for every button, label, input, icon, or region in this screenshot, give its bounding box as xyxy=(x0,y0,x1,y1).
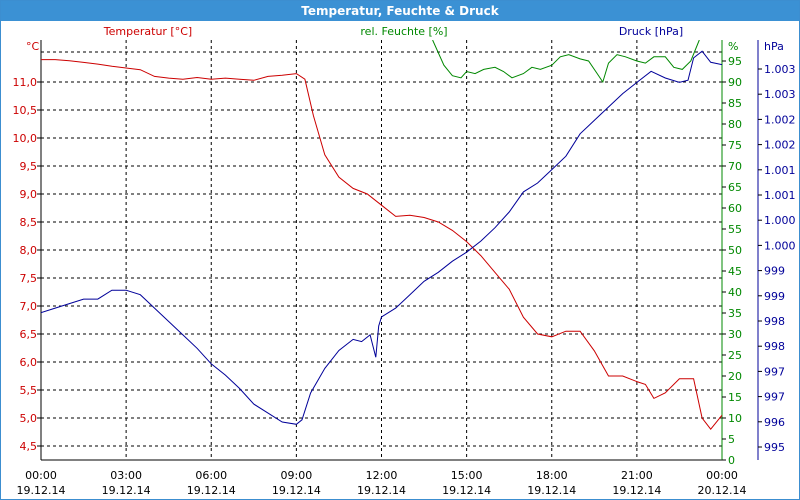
humidity-tick-label: 90 xyxy=(728,76,742,89)
humidity-tick-label: 75 xyxy=(728,139,742,152)
temperature-tick-label: 9,0 xyxy=(20,188,38,201)
x-tick-time: 15:00 xyxy=(451,469,483,482)
humidity-tick-label: 95 xyxy=(728,55,742,68)
humidity-series-label: rel. Feuchte [%] xyxy=(360,25,447,38)
humidity-unit: % xyxy=(728,40,738,53)
humidity-tick-label: 65 xyxy=(728,181,742,194)
pressure-unit: hPa xyxy=(764,40,784,53)
x-tick-time: 21:00 xyxy=(621,469,653,482)
pressure-series-label: Druck [hPa] xyxy=(619,25,683,38)
x-tick-date: 19.12.14 xyxy=(102,484,151,497)
pressure-tick-label: 996 xyxy=(764,416,785,429)
x-tick-time: 18:00 xyxy=(536,469,568,482)
temperature-tick-label: 6,5 xyxy=(20,328,38,341)
x-tick-time: 12:00 xyxy=(366,469,398,482)
axes xyxy=(37,40,762,461)
pressure-tick-label: 1.002 xyxy=(764,113,796,126)
pressure-tick-label: 997 xyxy=(764,365,785,378)
chart-title: Temperatur, Feuchte & Druck xyxy=(301,4,499,18)
temperature-tick-label: 5,0 xyxy=(20,412,38,425)
humidity-tick-label: 35 xyxy=(728,307,742,320)
series-line-pressure xyxy=(41,50,722,425)
humidity-tick-label: 60 xyxy=(728,202,742,215)
humidity-tick-label: 30 xyxy=(728,328,742,341)
series-lines xyxy=(41,40,722,431)
humidity-tick-label: 5 xyxy=(728,433,735,446)
x-tick-time: 06:00 xyxy=(195,469,227,482)
x-tick-date: 19.12.14 xyxy=(187,484,236,497)
axis-labels: 00:00 19.12.14 03:00 19.12.14 06:00 19.12.14 0… xyxy=(13,25,796,497)
temperature-tick-label: 5,5 xyxy=(20,384,38,397)
temperature-tick-label: 7,5 xyxy=(20,272,38,285)
pressure-tick-label: 998 xyxy=(764,340,785,353)
pressure-tick-label: 999 xyxy=(764,290,785,303)
title-bar: Temperatur, Feuchte & Druck xyxy=(1,1,799,21)
temperature-tick-label: 10,0 xyxy=(13,132,38,145)
temperature-tick-label: 11,0 xyxy=(13,76,38,89)
x-tick-date: 19.12.14 xyxy=(272,484,321,497)
pressure-tick-label: 1.001 xyxy=(764,164,796,177)
temperature-tick-label: 6,0 xyxy=(20,356,38,369)
pressure-tick-label: 999 xyxy=(764,265,785,278)
humidity-tick-label: 50 xyxy=(728,244,742,257)
temperature-tick-label: 7,0 xyxy=(20,300,38,313)
x-tick-date: 20.12.14 xyxy=(698,484,747,497)
humidity-tick-label: 0 xyxy=(728,454,735,467)
pressure-tick-label: 1.002 xyxy=(764,139,796,152)
x-tick-time: 03:00 xyxy=(110,469,142,482)
humidity-tick-label: 55 xyxy=(728,223,742,236)
humidity-tick-label: 70 xyxy=(728,160,742,173)
temperature-series-label: Temperatur [°C] xyxy=(103,25,192,38)
humidity-tick-label: 45 xyxy=(728,265,742,278)
humidity-tick-label: 80 xyxy=(728,118,742,131)
humidity-tick-label: 85 xyxy=(728,97,742,110)
pressure-tick-label: 1.001 xyxy=(764,189,796,202)
x-tick-date: 19.12.14 xyxy=(612,484,661,497)
humidity-tick-label: 15 xyxy=(728,391,742,404)
temperature-tick-label: 10,5 xyxy=(13,104,38,117)
x-tick-date: 19.12.14 xyxy=(357,484,406,497)
pressure-tick-label: 997 xyxy=(764,391,785,404)
series-line-humidity xyxy=(432,40,700,84)
pressure-tick-label: 1.000 xyxy=(764,214,796,227)
temperature-tick-label: 4,5 xyxy=(20,440,38,453)
x-tick-time: 00:00 xyxy=(706,469,738,482)
x-tick-time: 09:00 xyxy=(281,469,313,482)
temperature-tick-label: 9,5 xyxy=(20,160,38,173)
x-tick-date: 19.12.14 xyxy=(527,484,576,497)
humidity-tick-label: 10 xyxy=(728,412,742,425)
pressure-tick-label: 995 xyxy=(764,441,785,454)
pressure-tick-label: 1.003 xyxy=(764,63,796,76)
series-line-temperature xyxy=(41,59,722,431)
pressure-tick-label: 1.003 xyxy=(764,88,796,101)
temperature-tick-label: 8,5 xyxy=(20,216,38,229)
humidity-tick-label: 20 xyxy=(728,370,742,383)
humidity-tick-label: 40 xyxy=(728,286,742,299)
humidity-tick-label: 25 xyxy=(728,349,742,362)
temperature-tick-label: 8,0 xyxy=(20,244,38,257)
x-tick-time: 00:00 xyxy=(25,469,57,482)
temperature-unit: °C xyxy=(26,40,40,53)
x-tick-date: 19.12.14 xyxy=(442,484,491,497)
pressure-tick-label: 998 xyxy=(764,315,785,328)
x-tick-date: 19.12.14 xyxy=(17,484,66,497)
pressure-tick-label: 1.000 xyxy=(764,239,796,252)
